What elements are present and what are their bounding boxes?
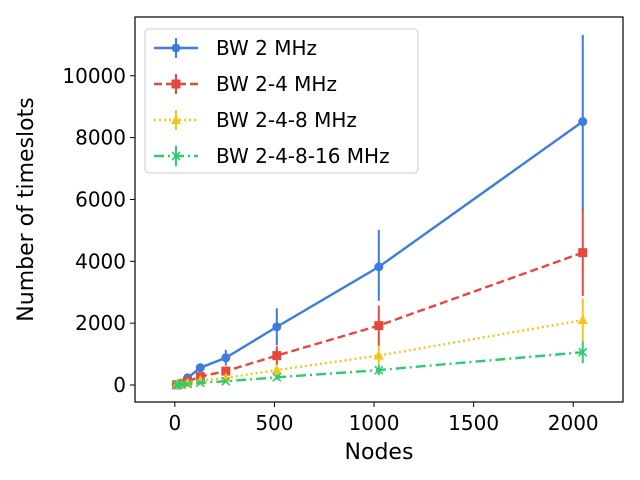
data-point: [221, 376, 231, 386]
legend-label: BW 2-4-8 MHz: [216, 108, 357, 132]
y-tick-label: 0: [113, 373, 126, 397]
y-axis: 0 2000 4000 6000 8000 10000: [62, 64, 135, 397]
data-point: [374, 321, 384, 331]
data-point: [195, 378, 205, 388]
data-point: [374, 262, 384, 272]
legend-item: BW 2-4 MHz: [154, 72, 337, 96]
data-point: [272, 351, 282, 361]
legend-marker: [171, 43, 181, 53]
legend-item: BW 2-4-8-16 MHz: [154, 144, 390, 168]
legend-label: BW 2-4-8-16 MHz: [216, 144, 390, 168]
data-point: [221, 353, 231, 363]
data-point: [221, 366, 231, 376]
plot-area: [171, 34, 588, 390]
data-point: [195, 363, 205, 373]
legend-label: BW 2 MHz: [216, 36, 317, 60]
data-point: [374, 365, 384, 375]
x-tick-label: 1500: [448, 411, 499, 435]
y-tick-label: 2000: [75, 311, 126, 335]
data-point: [272, 372, 282, 382]
data-point: [272, 322, 282, 332]
x-tick-label: 1000: [349, 411, 400, 435]
legend-marker: [171, 79, 181, 89]
x-axis-label: Nodes: [345, 440, 414, 465]
data-point: [578, 117, 588, 127]
series-line: [176, 318, 584, 387]
legend-box: [144, 28, 419, 174]
series-3: [171, 341, 588, 390]
data-point: [173, 380, 183, 390]
legend-marker: [171, 151, 181, 161]
data-point: [577, 314, 588, 325]
legend: BW 2 MHz BW 2-4 MHz BW 2-4-8 MHz BW 2-4-8-1…: [144, 28, 419, 174]
legend-item: BW 2 MHz: [154, 36, 317, 60]
y-tick-label: 6000: [75, 187, 126, 211]
y-tick-label: 8000: [75, 126, 126, 150]
legend-label: BW 2-4 MHz: [216, 72, 337, 96]
y-tick-label: 4000: [75, 249, 126, 273]
data-point: [578, 347, 588, 357]
legend-marker: [171, 114, 181, 124]
x-tick-label: 0: [168, 411, 181, 435]
x-tick-label: 500: [255, 411, 293, 435]
x-tick-label: 2000: [548, 411, 599, 435]
y-tick-label: 10000: [62, 64, 126, 88]
data-point: [578, 248, 588, 258]
data-point: [373, 350, 384, 360]
data-point: [183, 379, 193, 389]
axes-frame: [134, 16, 624, 403]
legend-item: BW 2-4-8 MHz: [154, 108, 357, 132]
data-point: [271, 364, 282, 375]
x-axis: 0 500 1000 1500 2000: [168, 402, 599, 435]
y-axis-label: Number of timeslots: [14, 97, 39, 321]
